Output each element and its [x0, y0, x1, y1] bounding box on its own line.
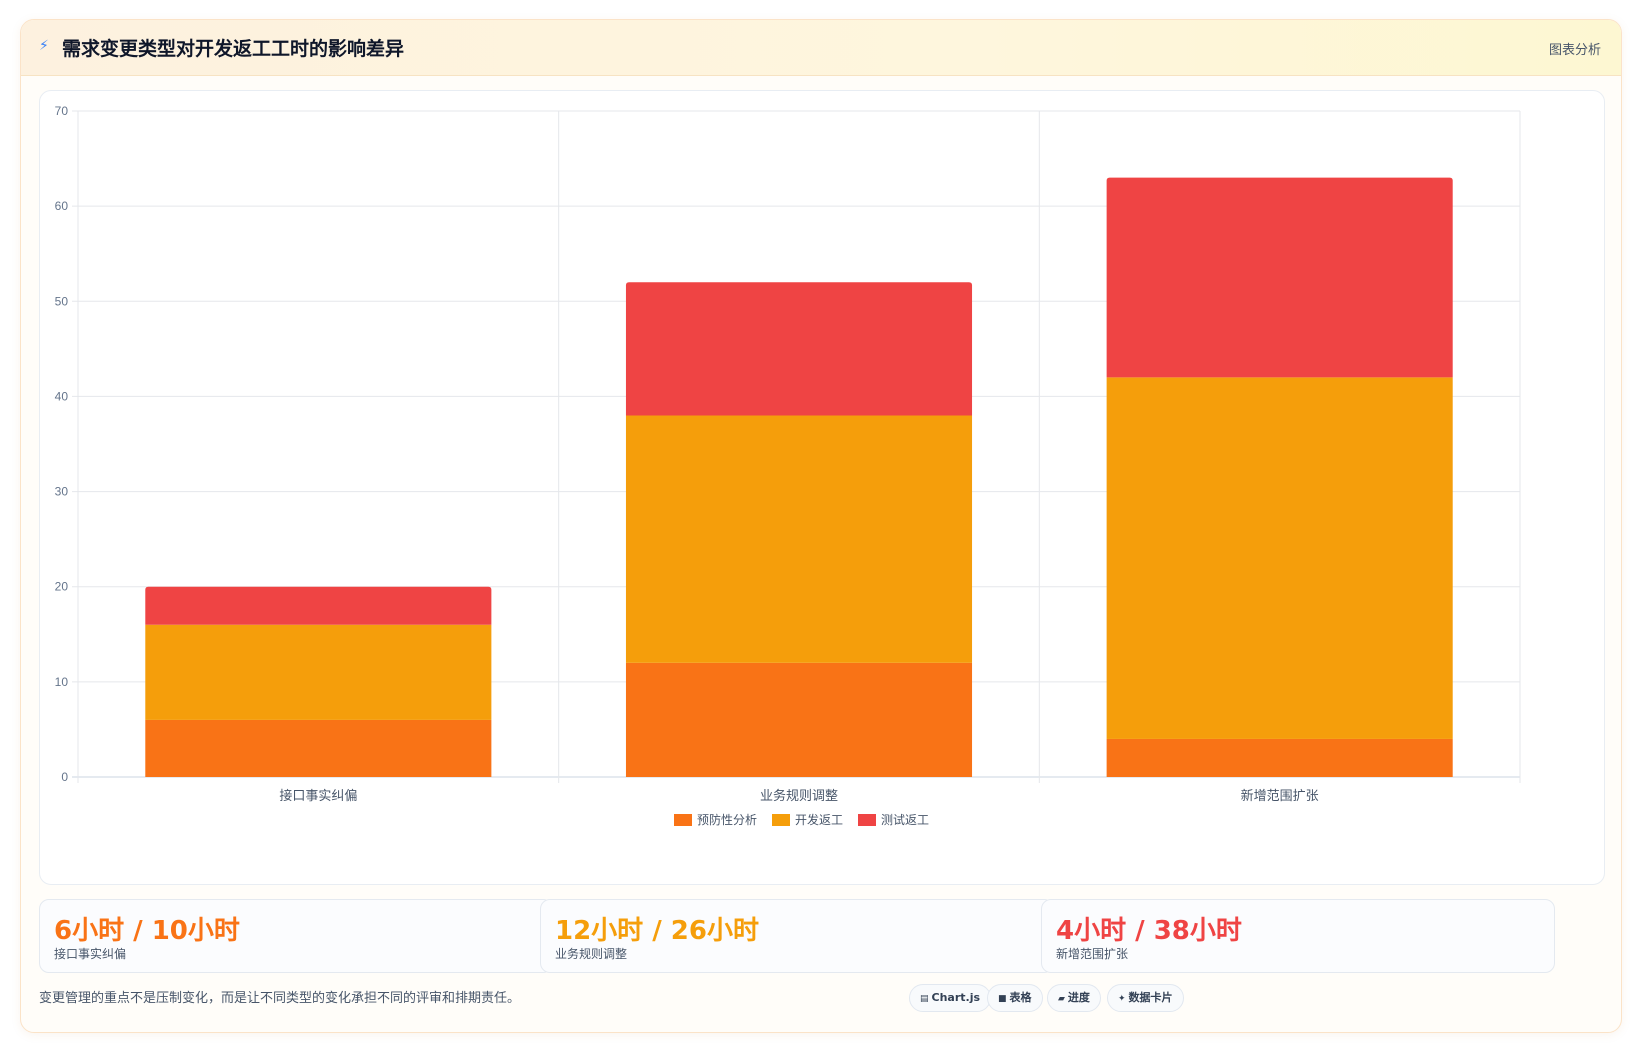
stat-card-interface: 6小时 / 10小时 接口事实纠偏 — [39, 899, 553, 973]
bar-segment — [625, 415, 973, 663]
legend-label: 开发返工 — [795, 812, 843, 827]
y-tick-label: 50 — [55, 294, 69, 308]
y-tick-label: 10 — [55, 675, 69, 689]
legend-label: 测试返工 — [881, 812, 929, 827]
stat-card-business-rules: 12小时 / 26小时 业务规则调整 — [540, 899, 1054, 973]
legend-label: 预防性分析 — [697, 812, 757, 827]
pill-progress[interactable]: ▰ 进度 — [1047, 984, 1101, 1012]
bar-segment — [1106, 377, 1453, 739]
x-tick-label: 接口事实纠偏 — [279, 788, 357, 804]
legend-swatch — [674, 814, 692, 826]
sparkle-icon: ✦ — [1118, 994, 1126, 1004]
stat-value: 6小时 / 10小时 — [54, 916, 240, 946]
pill-chartjs[interactable]: ▤ Chart.js — [909, 984, 992, 1012]
stat-label: 业务规则调整 — [555, 947, 628, 961]
chart-container: 0 10 20 30 40 50 60 70 接口事实纠偏 业务规则调整 新增范围扩张预防性分析 开发… — [39, 90, 1605, 885]
legend-swatch — [858, 814, 876, 826]
bar-segment — [625, 282, 973, 416]
lightning-icon: ⚡︎ — [39, 38, 49, 54]
y-tick-label: 20 — [55, 580, 69, 594]
bar-segment — [145, 719, 492, 777]
y-tick-label: 40 — [55, 389, 69, 403]
y-tick-label: 30 — [55, 485, 69, 499]
y-tick-label: 0 — [61, 770, 68, 784]
pill-label: Chart.js — [931, 991, 981, 1004]
y-tick-label: 70 — [55, 104, 69, 118]
stat-value: 4小时 / 38小时 — [1056, 916, 1242, 946]
chart-card: ⚡︎ 需求变更类型对开发返工工时的影响差异 图表分析 0 10 20 30 40 50 60… — [20, 19, 1622, 1033]
bar-segment — [1106, 177, 1453, 378]
footer-note: 变更管理的重点不是压制变化，而是让不同类型的变化承担不同的评审和排期责任。 — [39, 991, 521, 1006]
table-icon: ■ — [998, 994, 1007, 1004]
pill-label: 数据卡片 — [1128, 991, 1173, 1004]
x-tick-label: 业务规则调整 — [760, 788, 838, 804]
x-tick-label: 新增范围扩张 — [1241, 788, 1319, 804]
legend-swatch — [772, 814, 790, 826]
y-tick-label: 60 — [55, 199, 69, 213]
pill-data-card[interactable]: ✦ 数据卡片 — [1107, 984, 1184, 1012]
page-title: 需求变更类型对开发返工工时的影响差异 — [62, 38, 405, 60]
pill-label: 表格 — [1009, 991, 1032, 1004]
pill-table[interactable]: ■ 表格 — [987, 984, 1043, 1012]
chart-analysis-tag: 图表分析 — [1548, 43, 1601, 58]
chart-icon: ▤ — [920, 994, 929, 1004]
stat-card-scope-expansion: 4小时 / 38小时 新增范围扩张 — [1041, 899, 1555, 973]
stat-label: 接口事实纠偏 — [54, 947, 127, 961]
stat-label: 新增范围扩张 — [1056, 947, 1129, 961]
stat-cards: 6小时 / 10小时 接口事实纠偏 12小时 / 26小时 业务规则调整 4小时… — [39, 899, 1605, 973]
pill-label: 进度 — [1067, 991, 1090, 1004]
stat-value: 12小时 / 26小时 — [555, 916, 759, 946]
bar-segment — [1106, 738, 1453, 777]
card-header: ⚡︎ 需求变更类型对开发返工工时的影响差异 图表分析 — [21, 20, 1621, 76]
progress-icon: ▰ — [1058, 994, 1065, 1004]
bar-segment — [145, 586, 492, 625]
bar-segment — [145, 624, 492, 720]
bar-segment — [625, 662, 973, 777]
